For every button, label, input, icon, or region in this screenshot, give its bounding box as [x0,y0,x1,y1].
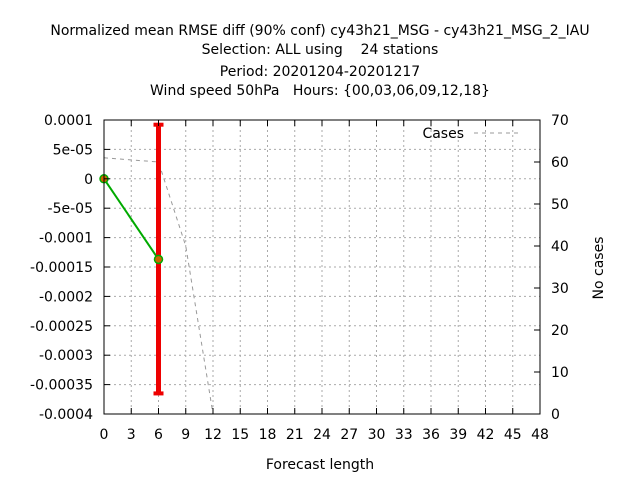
y2-tick-label: 60 [551,155,569,171]
y-tick-label: 0 [84,172,93,188]
x-tick-label: 39 [449,427,467,443]
y2-tick-labels: 0 10 20 30 40 50 60 70 [551,113,569,423]
x-tick-labels: 0 3 6 9 12 15 18 21 24 27 30 33 36 39 42 45 48 [100,427,549,443]
series-line [103,178,160,260]
y2-tick-label: 20 [551,323,569,339]
y2-tick-label: 30 [551,281,569,297]
y-tick-label: -0.00015 [30,260,93,276]
legend-label: Cases [422,126,464,142]
chart-title: Normalized mean RMSE diff (90% conf) cy4… [50,23,589,99]
y-tick-label: -0.00025 [30,319,93,335]
y2-tick-label: 40 [551,239,569,255]
y-tick-labels: 0.0001 5e-05 0 -5e-05 -0.0001 -0.00015 -0.0002… [30,113,93,423]
x-tick-label: 12 [204,427,222,443]
x-tick-label: 15 [231,427,249,443]
title-line-2: Selection: ALL using 24 stations [202,42,439,58]
title-line-4: Wind speed 50hPa Hours: {00,03,06,09,12,… [150,83,490,99]
y-tick-label: 5e-05 [53,142,93,158]
grid [104,120,540,414]
y-tick-label: 0.0001 [44,113,93,129]
x-tick-label: 48 [531,427,549,443]
y-tick-label: -0.00035 [30,378,93,394]
series-layer [103,178,160,260]
x-tick-label: 42 [477,427,495,443]
y-tick-label: -0.0004 [39,407,93,423]
y-tick-label: -5e-05 [48,201,93,217]
x-tick-label: 27 [340,427,358,443]
legend: Cases [422,126,521,142]
series-point [153,254,164,265]
ticks [103,119,541,415]
x-tick-label: 36 [422,427,440,443]
x-tick-label: 21 [286,427,304,443]
title-line-1: Normalized mean RMSE diff (90% conf) cy4… [50,23,589,39]
x-tick-label: 24 [313,427,331,443]
x-axis-label: Forecast length [266,457,374,473]
y-tick-label: -0.0002 [39,289,93,305]
x-tick-label: 9 [181,427,190,443]
x-tick-label: 33 [395,427,413,443]
y2-axis-label: No cases [591,237,607,300]
x-tick-label: 3 [127,427,136,443]
x-tick-label: 45 [504,427,522,443]
x-tick-label: 6 [154,427,163,443]
y-tick-label: -0.0001 [39,231,93,247]
y-tick-label: -0.0003 [39,348,93,364]
x-tick-label: 30 [368,427,386,443]
y2-tick-label: 50 [551,197,569,213]
x-tick-label: 18 [259,427,277,443]
y2-tick-label: 10 [551,365,569,381]
y2-tick-label: 0 [551,407,560,423]
y2-tick-label: 70 [551,113,569,129]
x-tick-label: 0 [100,427,109,443]
title-line-3: Period: 20201204-20201217 [220,64,420,80]
